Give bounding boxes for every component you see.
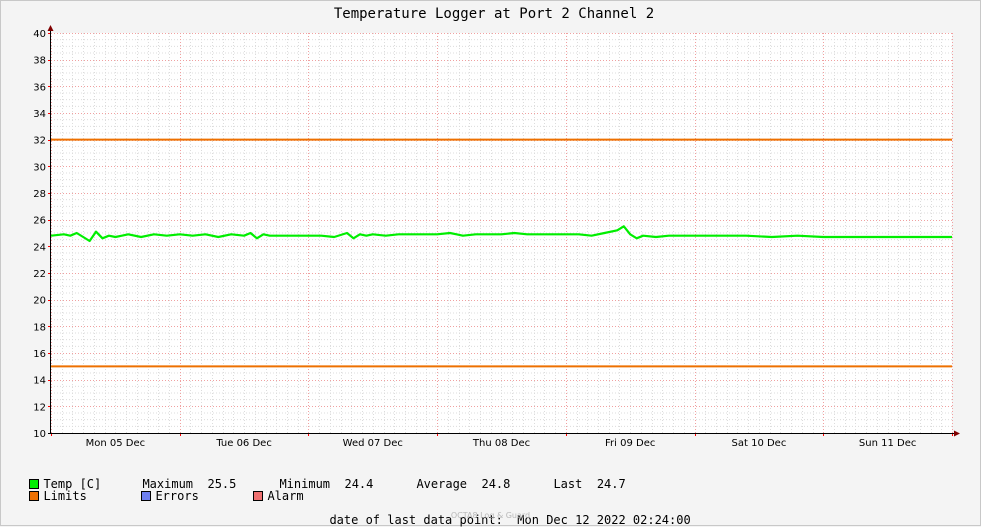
axes: [47, 25, 960, 437]
y-tick-label: 30: [33, 162, 46, 173]
temp-swatch: [29, 479, 40, 489]
temp-label: Temp [C]: [43, 477, 102, 491]
x-tick-label: Thu 08 Dec: [472, 438, 530, 449]
errors-swatch: [141, 491, 152, 501]
y-tick-label: 22: [33, 269, 46, 280]
y-tick-label: 38: [33, 56, 46, 67]
alarm-label: Alarm: [267, 489, 304, 503]
y-tick-label: 34: [33, 109, 46, 120]
y-tick-label: 40: [33, 29, 46, 40]
y-axis-arrow: [47, 25, 54, 31]
limit-lines: [51, 138, 952, 368]
legend-minimum: Minimum 24.4: [265, 463, 373, 491]
maximum-value: 25.5: [207, 477, 237, 491]
legend-last: Last 24.7: [539, 463, 626, 491]
watermark: OCTA8 Log & Guard: [450, 511, 531, 520]
temp-series-line: [50, 225, 952, 243]
legend-average: Average 24.8: [402, 463, 510, 491]
average-value: 24.8: [481, 477, 511, 491]
alarm-swatch: [253, 491, 264, 501]
legend-alarm: Alarm: [239, 475, 304, 503]
date-value: Mon Dec 12 2022 02:24:00: [517, 513, 691, 527]
y-tick-label: 26: [33, 216, 46, 227]
last-label: Last: [553, 477, 583, 491]
minimum-value: 24.4: [344, 477, 374, 491]
y-tick-labels: 10 12 14 16 18 20 22 24 26 28 30 32 34 36 38 40: [33, 29, 46, 440]
date-label: date of last data point:: [329, 513, 503, 527]
limits-swatch: [29, 491, 40, 501]
legend-maximum: Maximum 25.5: [128, 463, 236, 491]
x-tick-label: Sun 11 Dec: [859, 438, 916, 449]
x-tick-labels: Mon 05 Dec Tue 06 Dec Wed 07 Dec Thu 08 Dec…: [86, 438, 917, 449]
y-tick-label: 28: [33, 189, 46, 200]
chart-title: Temperature Logger at Port 2 Channel 2: [334, 6, 654, 22]
x-axis-arrow: [954, 430, 960, 437]
average-label: Average: [416, 477, 468, 491]
limits-label: Limits: [43, 489, 87, 503]
x-tick-label: Mon 05 Dec: [86, 438, 146, 449]
y-tick-label: 36: [33, 82, 46, 93]
legend-temp: Temp [C]: [15, 463, 101, 491]
y-tick-label: 16: [33, 349, 46, 360]
y-tick-label: 14: [33, 376, 46, 387]
last-value: 24.7: [596, 477, 626, 491]
maximum-label: Maximum: [142, 477, 194, 491]
x-tick-label: Sat 10 Dec: [732, 438, 787, 449]
legend-limits: Limits: [15, 475, 87, 503]
y-tick-label: 24: [33, 242, 46, 253]
minimum-label: Minimum: [279, 477, 331, 491]
x-tick-label: Wed 07 Dec: [343, 438, 403, 449]
legend-errors: Errors: [127, 475, 199, 503]
y-tick-label: 12: [33, 402, 46, 413]
y-tick-label: 18: [33, 322, 46, 333]
y-tick-label: 32: [33, 136, 46, 147]
y-tick-label: 10: [33, 429, 46, 440]
last-data-point: date of last data point: Mon Dec 12 2022…: [315, 499, 691, 527]
series: [50, 225, 952, 243]
errors-label: Errors: [155, 489, 199, 503]
x-tick-label: Fri 09 Dec: [605, 438, 655, 449]
y-tick-label: 20: [33, 296, 46, 307]
x-tick-label: Tue 06 Dec: [215, 438, 272, 449]
